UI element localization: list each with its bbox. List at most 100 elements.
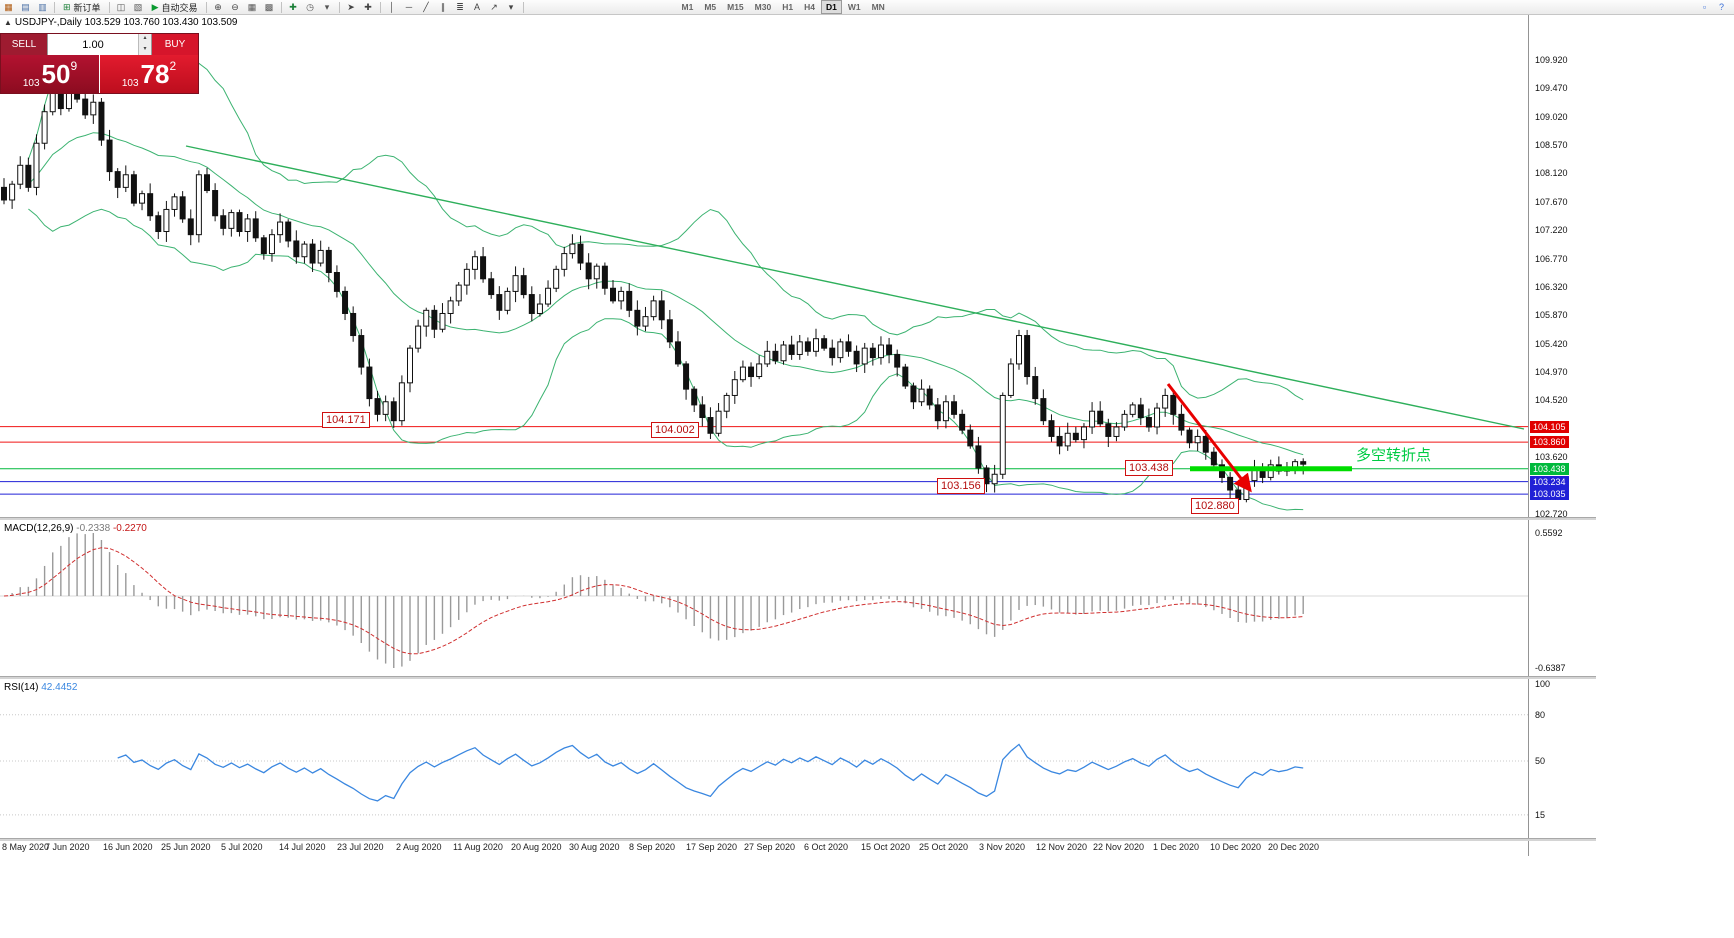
arrows-dropdown-icon[interactable]: ▾ <box>508 1 514 12</box>
ask-pip-digit: 2 <box>169 59 177 73</box>
help-icon[interactable]: ? <box>1718 2 1724 12</box>
fibonacci-icon[interactable]: ≣ <box>456 1 464 12</box>
down-arrow[interactable] <box>1166 383 1252 493</box>
rsi-axis-label: 15 <box>1535 809 1546 820</box>
time-axis-label: 6 Oct 2020 <box>804 842 849 852</box>
market-watch-icon[interactable]: ▥ <box>38 1 47 12</box>
oct-collapse-arrow[interactable]: ▲ <box>4 18 12 27</box>
time-axis-label: 15 Oct 2020 <box>861 842 911 852</box>
price-callout[interactable]: 102.880 <box>1191 498 1239 514</box>
cascade-windows-icon[interactable]: ▩ <box>264 1 274 12</box>
timeframe-button-h4[interactable]: H4 <box>804 2 815 12</box>
new-order-button-label: 新订单 <box>73 2 101 13</box>
timeframe-button-m15[interactable]: M15 <box>727 2 744 12</box>
timeframe-button-d1[interactable]: D1 <box>820 0 842 14</box>
symbol-ohlc-text: USDJPY-,Daily 103.529 103.760 103.430 10… <box>14 17 238 28</box>
cursor-icon[interactable]: ➤ <box>347 1 355 12</box>
price-axis-label: 107.220 <box>1535 225 1568 236</box>
price-callout[interactable]: 104.002 <box>651 422 699 438</box>
zoom-in-icon[interactable]: ⊕ <box>214 1 222 12</box>
price-axis-tag: 103.035 <box>1530 488 1569 501</box>
main-chart-panel[interactable]: ▲ USDJPY-,Daily 103.529 103.760 103.430 1… <box>0 14 1528 517</box>
price-axis-label: 105.420 <box>1535 338 1568 349</box>
macd-name: MACD(12,26,9) <box>4 523 74 534</box>
toolbar-right-group: ▫? <box>1696 1 1730 14</box>
auto-trading-icon: ▶ <box>151 1 159 12</box>
periods-icon[interactable]: ◷ <box>306 1 314 12</box>
templates-icon[interactable]: ▧ <box>133 1 143 12</box>
buy-button[interactable]: BUY <box>152 34 198 55</box>
panel-separator[interactable] <box>0 517 1596 520</box>
time-axis-label: 17 Sep 2020 <box>686 842 738 852</box>
time-axis[interactable]: 8 May 2020 7 Jun 2020 16 Jun 2020 25 Jun 20… <box>0 840 1528 856</box>
ask-prefix: 103 <box>121 78 139 89</box>
macd-label: MACD(12,26,9) -0.2338 -0.2270 <box>4 523 147 534</box>
price-axis-label: 109.020 <box>1535 111 1568 122</box>
lot-decrease-button[interactable]: ▾ <box>139 44 151 55</box>
chart-window-icon[interactable]: ◫ <box>116 1 126 12</box>
macd-axis-label: -0.6387 <box>1535 663 1566 673</box>
rsi-panel[interactable]: RSI(14) 42.4452 <box>0 679 1528 838</box>
macd-panel[interactable]: MACD(12,26,9) -0.2338 -0.2270 <box>0 520 1528 676</box>
panel-separator[interactable] <box>0 676 1596 679</box>
tile-windows-icon[interactable]: ▦ <box>247 1 257 12</box>
time-axis-label: 1 Dec 2020 <box>1153 842 1200 852</box>
horizontal-line-icon[interactable]: ─ <box>405 2 413 12</box>
price-axis-label: 103.620 <box>1535 452 1568 463</box>
zoom-out-icon[interactable]: ⊖ <box>231 1 239 12</box>
price-axis-tag: 103.234 <box>1530 475 1569 488</box>
price-axis[interactable]: 109.920 109.470 109.020 108.570 108.120 107.6… <box>1528 14 1597 856</box>
toolbar-separator <box>522 1 524 13</box>
auto-trading-button[interactable]: ▶ 自动交易 <box>147 1 203 14</box>
time-axis-label: 20 Aug 2020 <box>511 842 562 852</box>
time-axis-label: 8 Sep 2020 <box>629 842 676 852</box>
macd-signal-line <box>3 547 1304 655</box>
toolbar-separator <box>280 1 282 13</box>
sell-button[interactable]: SELL <box>1 34 47 55</box>
new-chart-icon[interactable]: ▦ <box>4 1 13 12</box>
channel-icon[interactable]: ∥ <box>440 1 446 12</box>
lot-increase-button[interactable]: ▴ <box>139 34 151 45</box>
price-chart-canvas[interactable] <box>0 14 1528 517</box>
bollinger-middle-band[interactable] <box>28 132 1304 456</box>
bollinger-lower-band[interactable] <box>28 208 1304 511</box>
toolbar-separator <box>338 1 340 13</box>
time-axis-label: 27 Sep 2020 <box>744 842 796 852</box>
rsi-value: 42.4452 <box>41 682 78 693</box>
text-icon[interactable]: A <box>473 2 480 12</box>
new-order-button[interactable]: ⊞ 新订单 <box>58 1 106 14</box>
add-indicator-icon[interactable]: ✚ <box>289 1 297 12</box>
arrows-tool-icon[interactable]: ↗ <box>490 1 498 12</box>
dock-icon[interactable]: ▫ <box>1702 2 1707 12</box>
panel-separator[interactable] <box>0 838 1596 841</box>
time-axis-label: 11 Aug 2020 <box>453 842 503 852</box>
time-axis-label: 22 Nov 2020 <box>1093 842 1145 852</box>
price-axis-label: 106.770 <box>1535 253 1568 264</box>
timeframe-button-m5[interactable]: M5 <box>704 2 717 12</box>
timeframe-button-m1[interactable]: M1 <box>681 2 694 12</box>
vertical-line-icon[interactable]: │ <box>389 2 395 12</box>
price-callout[interactable]: 103.156 <box>937 478 985 494</box>
periods-dropdown-icon[interactable]: ▾ <box>324 1 330 12</box>
time-axis-label: 5 Jul 2020 <box>221 842 263 852</box>
ask-price-panel[interactable]: 103 78 2 <box>100 55 198 93</box>
timeframe-button-mn[interactable]: MN <box>871 2 885 12</box>
crosshair-icon[interactable]: ✚ <box>364 1 372 12</box>
price-callout[interactable]: 104.171 <box>322 412 370 428</box>
bid-price-panel[interactable]: 103 50 9 <box>1 55 100 93</box>
trendline-icon[interactable]: ╱ <box>423 1 429 12</box>
timeframe-button-m30[interactable]: M30 <box>754 2 772 12</box>
time-axis-label: 12 Nov 2020 <box>1036 842 1088 852</box>
macd-canvas <box>0 533 1528 668</box>
lot-size-input[interactable] <box>48 34 138 55</box>
time-axis-label: 8 May 2020 <box>2 842 50 852</box>
trend-line[interactable] <box>185 145 1525 430</box>
price-callout[interactable]: 103.438 <box>1125 460 1173 476</box>
timeframe-button-w1[interactable]: W1 <box>847 2 861 12</box>
price-axis-tag: 103.860 <box>1530 436 1569 449</box>
rsi-axis-label: 100 <box>1535 679 1551 689</box>
chart-annotation-text[interactable]: 多空转折点 <box>1356 447 1432 464</box>
bollinger-upper-band[interactable] <box>27 53 1304 401</box>
timeframe-button-h1[interactable]: H1 <box>782 2 794 12</box>
chart-profiles-icon[interactable]: ▤ <box>21 1 30 12</box>
